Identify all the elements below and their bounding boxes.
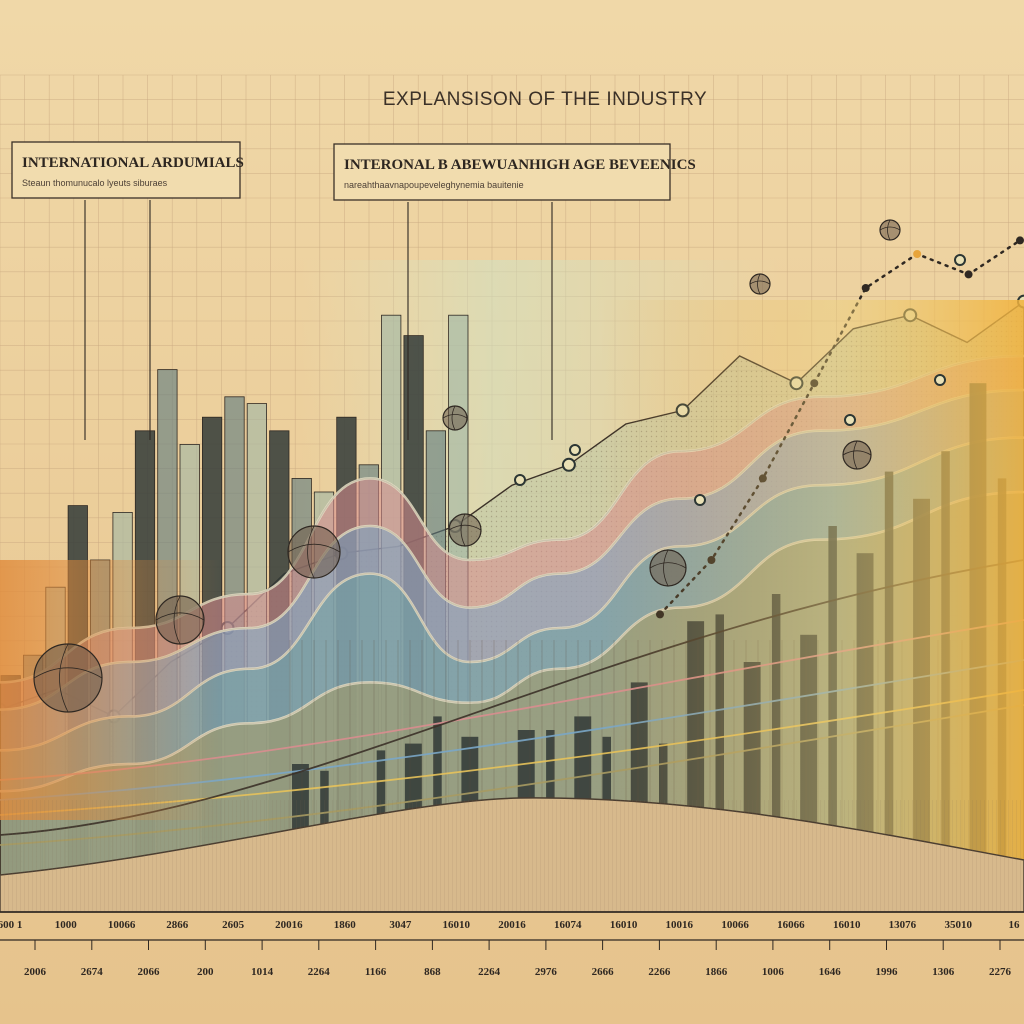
callout-box [333,143,671,201]
globe-icon [442,405,468,431]
lower-tick-label: 2976 [535,966,558,978]
lower-tick-label: 1646 [819,966,842,978]
globe-icon [33,643,103,713]
upper-tick-labels: 600 1 1000 10066 2866 2605 20016 1860 3047 16010… [0,919,1020,931]
marker-point [569,444,581,456]
callout-subtitle: Steaun thomunucalo lyeuts siburaes [22,178,168,188]
lower-tick-label: 1166 [365,966,387,978]
globe-meridian [287,525,341,579]
upper-tick-label: 16 [1009,919,1021,931]
callout-leader-lines [84,200,553,440]
lower-tick-label: 2666 [592,966,615,978]
upper-tick-label: 1000 [55,919,78,931]
callout-box [11,141,241,199]
upper-tick-label: 16066 [777,919,805,931]
globe-meridian [33,643,103,713]
upper-tick-label: 16010 [610,919,638,931]
lower-tick-label: 1006 [762,966,785,978]
lower-tick-label: 2266 [648,966,671,978]
upper-tick-label: 13076 [889,919,917,931]
callout-subtitle: nareahthaavnapoupeveleghynemia bauitenie [344,180,524,190]
upper-tick-label: 3047 [389,919,412,931]
upper-tick-label: 16010 [442,919,470,931]
globe-meridian [442,405,468,431]
ground-hatch [0,800,1024,912]
upper-tick-label: 20016 [498,919,526,931]
upper-tick-label: 1860 [334,919,357,931]
globe-meridian [155,595,205,645]
globe-icon [879,219,901,241]
globe-meridian [649,549,687,587]
globe-icon [649,549,687,587]
callout-title: INTERONAL B ABEWUANHIGH AGE BEVEENICS [344,157,696,173]
globe-icon [448,513,482,547]
callout-international-arrivals: INTERNATIONAL ARDUMIALS Steaun thomunuca… [11,141,244,199]
upper-tick-label: 10016 [666,919,694,931]
decorative-globes [33,219,966,713]
lower-tick-label: 1306 [932,966,955,978]
dotted-trend-point [913,250,922,258]
lower-tick-label: 1014 [251,966,274,978]
marker-point [954,254,966,266]
marker-point [694,494,706,506]
globe-icon [749,273,771,295]
lower-tick-label: 2006 [24,966,47,978]
upper-tick-label: 16074 [554,919,582,931]
lower-tick-label: 1996 [876,966,899,978]
callout-title: INTERNATIONAL ARDUMIALS [22,155,244,171]
marker-point [514,474,526,486]
globe-icon [842,440,872,470]
upper-tick-label: 10066 [108,919,136,931]
lower-tick-label: 2276 [989,966,1012,978]
lower-tick-label: 868 [424,966,441,978]
upper-tick-label: 10066 [721,919,749,931]
marker-point [844,414,856,426]
upper-tick-label: 20016 [275,919,303,931]
marker-point [934,374,946,386]
upper-tick-label: 600 1 [0,919,22,931]
upper-tick-label: 35010 [944,919,972,931]
lower-tick-labels: 2006 2674 2066 200 1014 2264 1166 868 2264 2976 26… [24,940,1012,978]
globe-meridian [749,273,771,295]
mountain-point [561,457,576,472]
upper-tick-label: 2866 [166,919,189,931]
dotted-trend-point [1016,236,1024,245]
globe-icon [155,595,205,645]
callout-beverage-revenues: INTERONAL B ABEWUANHIGH AGE BEVEENICS na… [333,143,696,201]
upper-tick-label: 2605 [222,919,245,931]
lower-tick-label: 2264 [478,966,501,978]
chart-title: EXPLANSISON OF THE INDUSTRY [383,89,707,110]
globe-icon [287,525,341,579]
lower-tick-label: 1866 [705,966,728,978]
dotted-trend-point [964,270,973,279]
globe-meridian [448,513,482,547]
lower-tick-label: 2066 [138,966,161,978]
lower-tick-label: 2264 [308,966,331,978]
upper-tick-label: 16010 [833,919,861,931]
lower-tick-label: 200 [197,966,214,978]
globe-meridian [879,219,901,241]
globe-meridian [842,440,872,470]
lower-tick-label: 2674 [81,966,104,978]
dotted-trend-point [861,284,870,292]
